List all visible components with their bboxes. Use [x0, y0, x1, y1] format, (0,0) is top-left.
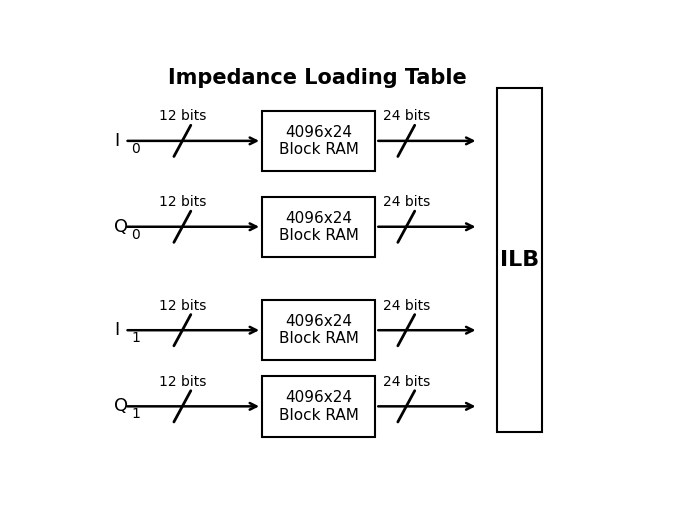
Text: 12 bits: 12 bits — [159, 195, 206, 209]
Text: 1: 1 — [131, 331, 140, 345]
Text: 24 bits: 24 bits — [383, 110, 430, 123]
Text: 0: 0 — [131, 141, 140, 156]
Text: Impedance Loading Table: Impedance Loading Table — [168, 68, 466, 88]
Text: 24 bits: 24 bits — [383, 299, 430, 313]
Text: 4096x24
Block RAM: 4096x24 Block RAM — [279, 314, 359, 346]
Text: 4096x24
Block RAM: 4096x24 Block RAM — [279, 390, 359, 422]
Text: I: I — [114, 321, 119, 339]
Bar — [262, 300, 375, 360]
Bar — [262, 111, 375, 171]
Text: 4096x24
Block RAM: 4096x24 Block RAM — [279, 210, 359, 243]
Text: 24 bits: 24 bits — [383, 195, 430, 209]
Text: 24 bits: 24 bits — [383, 375, 430, 389]
Text: I: I — [114, 132, 119, 150]
Text: Q: Q — [114, 218, 128, 236]
Bar — [496, 88, 541, 431]
Text: 4096x24
Block RAM: 4096x24 Block RAM — [279, 125, 359, 157]
Bar — [262, 376, 375, 437]
Text: 12 bits: 12 bits — [159, 110, 206, 123]
Text: 12 bits: 12 bits — [159, 299, 206, 313]
Text: 12 bits: 12 bits — [159, 375, 206, 389]
Bar — [262, 197, 375, 257]
Text: Q: Q — [114, 397, 128, 415]
Text: 0: 0 — [131, 228, 140, 241]
Text: 1: 1 — [131, 407, 140, 421]
Text: ILB: ILB — [500, 250, 539, 270]
